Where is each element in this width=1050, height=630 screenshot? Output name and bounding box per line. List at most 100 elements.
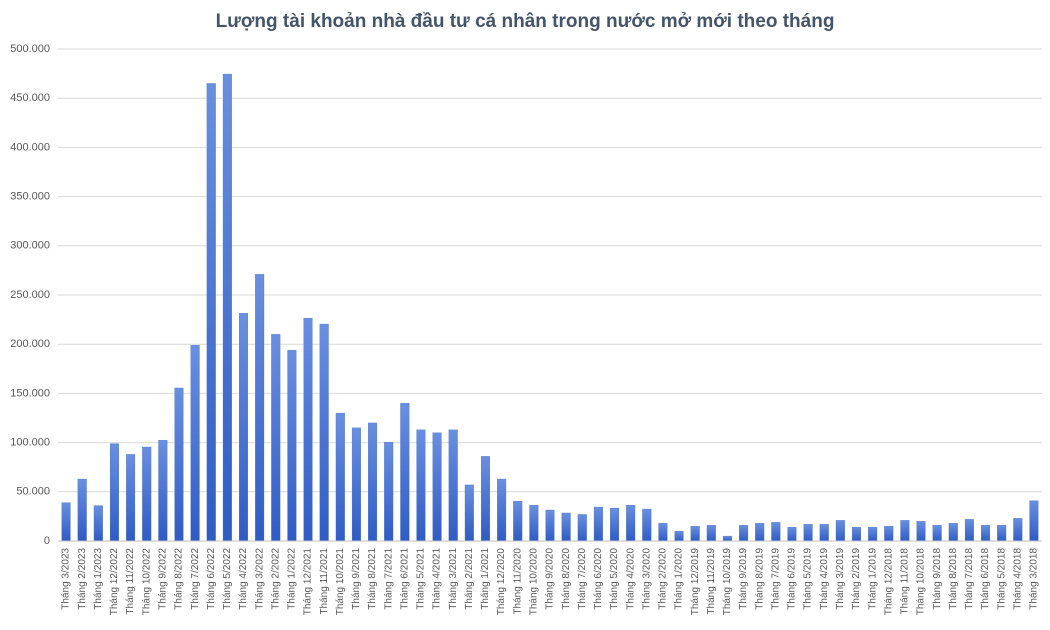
bar: [303, 317, 313, 542]
bar: [900, 520, 910, 542]
x-tick-label: Tháng 12/2018: [883, 548, 894, 616]
x-tick-label: Tháng 3/2020: [641, 548, 652, 610]
y-tick-label: 300.000: [10, 240, 50, 252]
bar: [93, 505, 103, 542]
x-tick-label: Tháng 4/2018: [1012, 548, 1023, 610]
x-tick-label: Tháng 7/2018: [964, 548, 975, 610]
bar: [61, 502, 71, 542]
bar: [448, 429, 458, 542]
bar: [416, 429, 426, 542]
x-tick-label: Tháng 1/2019: [867, 548, 878, 610]
x-tick-label: Tháng 4/2022: [238, 548, 249, 610]
bar: [690, 526, 700, 542]
bar: [981, 525, 991, 542]
x-tick-label: Tháng 8/2019: [754, 548, 765, 610]
bar: [739, 525, 749, 542]
y-tick-label: 0: [44, 535, 50, 547]
y-tick-label: 50.000: [16, 486, 50, 498]
x-tick-label: Tháng 1/2021: [480, 548, 491, 610]
bar: [884, 526, 894, 542]
bar: [997, 525, 1007, 542]
x-tick-label: Tháng 11/2019: [706, 548, 717, 615]
bar: [868, 527, 878, 542]
x-tick-label: Tháng 1/2023: [93, 548, 104, 610]
x-tick-label: Tháng 4/2020: [625, 548, 636, 610]
bar: [513, 500, 523, 542]
bar: [368, 422, 378, 542]
bar: [255, 274, 265, 542]
bar: [932, 525, 942, 542]
y-tick-label: 450.000: [10, 92, 50, 104]
x-tick-label: Tháng 4/2021: [432, 548, 443, 610]
bar: [851, 527, 861, 542]
x-tick-label: Tháng 8/2020: [561, 548, 572, 610]
bar: [432, 432, 442, 542]
bar: [674, 531, 684, 542]
x-tick-label: Tháng 2/2023: [77, 548, 88, 610]
x-tick-label: Tháng 2/2022: [270, 548, 281, 610]
x-tick-label: Tháng 11/2021: [319, 548, 330, 615]
x-tick-label: Tháng 9/2019: [738, 548, 749, 610]
x-tick-label: Tháng 3/2023: [61, 548, 72, 610]
x-tick-label: Tháng 10/2022: [141, 548, 152, 616]
bar: [384, 441, 394, 542]
bar: [561, 512, 571, 542]
bar: [239, 313, 249, 542]
x-tick-label: Tháng 11/2022: [125, 548, 136, 615]
bar: [1029, 500, 1039, 542]
bar: [142, 446, 152, 542]
x-tick-label: Tháng 11/2018: [900, 548, 911, 615]
bar: [206, 83, 216, 542]
x-tick-label: Tháng 9/2018: [932, 548, 943, 610]
bar: [835, 520, 845, 542]
y-tick-label: 150.000: [10, 387, 50, 399]
bar: [771, 522, 781, 542]
bar: [916, 521, 926, 542]
bar: [722, 535, 732, 542]
x-tick-label: Tháng 8/2021: [367, 548, 378, 610]
bar: [610, 507, 620, 542]
x-tick-label: Tháng 1/2020: [674, 548, 685, 610]
x-tick-label: Tháng 3/2018: [1029, 548, 1040, 610]
x-tick-label: Tháng 2/2020: [658, 548, 669, 610]
x-tick-label: Tháng 7/2021: [383, 548, 394, 610]
bar: [400, 403, 410, 542]
x-tick-label: Tháng 10/2020: [529, 548, 540, 616]
x-tick-label: Tháng 12/2021: [303, 548, 314, 616]
x-tick-label: Tháng 6/2020: [593, 548, 604, 610]
x-tick-label: Tháng 6/2019: [787, 548, 798, 610]
bar: [190, 345, 200, 542]
bar: [787, 527, 797, 542]
x-tick-label: Tháng 5/2019: [803, 548, 814, 610]
bar: [529, 504, 539, 542]
x-tick-label: Tháng 3/2021: [448, 548, 459, 610]
bar: [271, 334, 281, 542]
bar: [109, 443, 119, 542]
x-tick-label: Tháng 6/2022: [206, 548, 217, 610]
bar: [658, 523, 668, 542]
y-tick-label: 100.000: [10, 437, 50, 449]
bar: [1013, 518, 1023, 542]
bar: [819, 524, 829, 542]
bar: [593, 506, 603, 542]
bar: [126, 454, 136, 542]
bar: [464, 484, 474, 542]
x-tick-label: Tháng 7/2019: [770, 548, 781, 610]
bar: [319, 323, 329, 542]
bar: [803, 524, 813, 542]
bar: [335, 412, 345, 542]
bar: [222, 73, 232, 542]
x-tick-label: Tháng 2/2021: [464, 548, 475, 610]
bar: [174, 387, 184, 542]
x-tick-label: Tháng 7/2020: [577, 548, 588, 610]
x-tick-label: Tháng 3/2019: [835, 548, 846, 610]
bar: [755, 523, 765, 542]
x-tick-label: Tháng 10/2021: [335, 548, 346, 616]
y-tick-label: 200.000: [10, 338, 50, 350]
y-tick-label: 350.000: [10, 191, 50, 203]
bar: [158, 439, 168, 542]
x-tick-label: Tháng 5/2021: [416, 548, 427, 610]
bar: [497, 478, 507, 542]
x-tick-label: Tháng 10/2018: [916, 548, 927, 616]
x-tick-label: Tháng 8/2022: [174, 548, 185, 610]
